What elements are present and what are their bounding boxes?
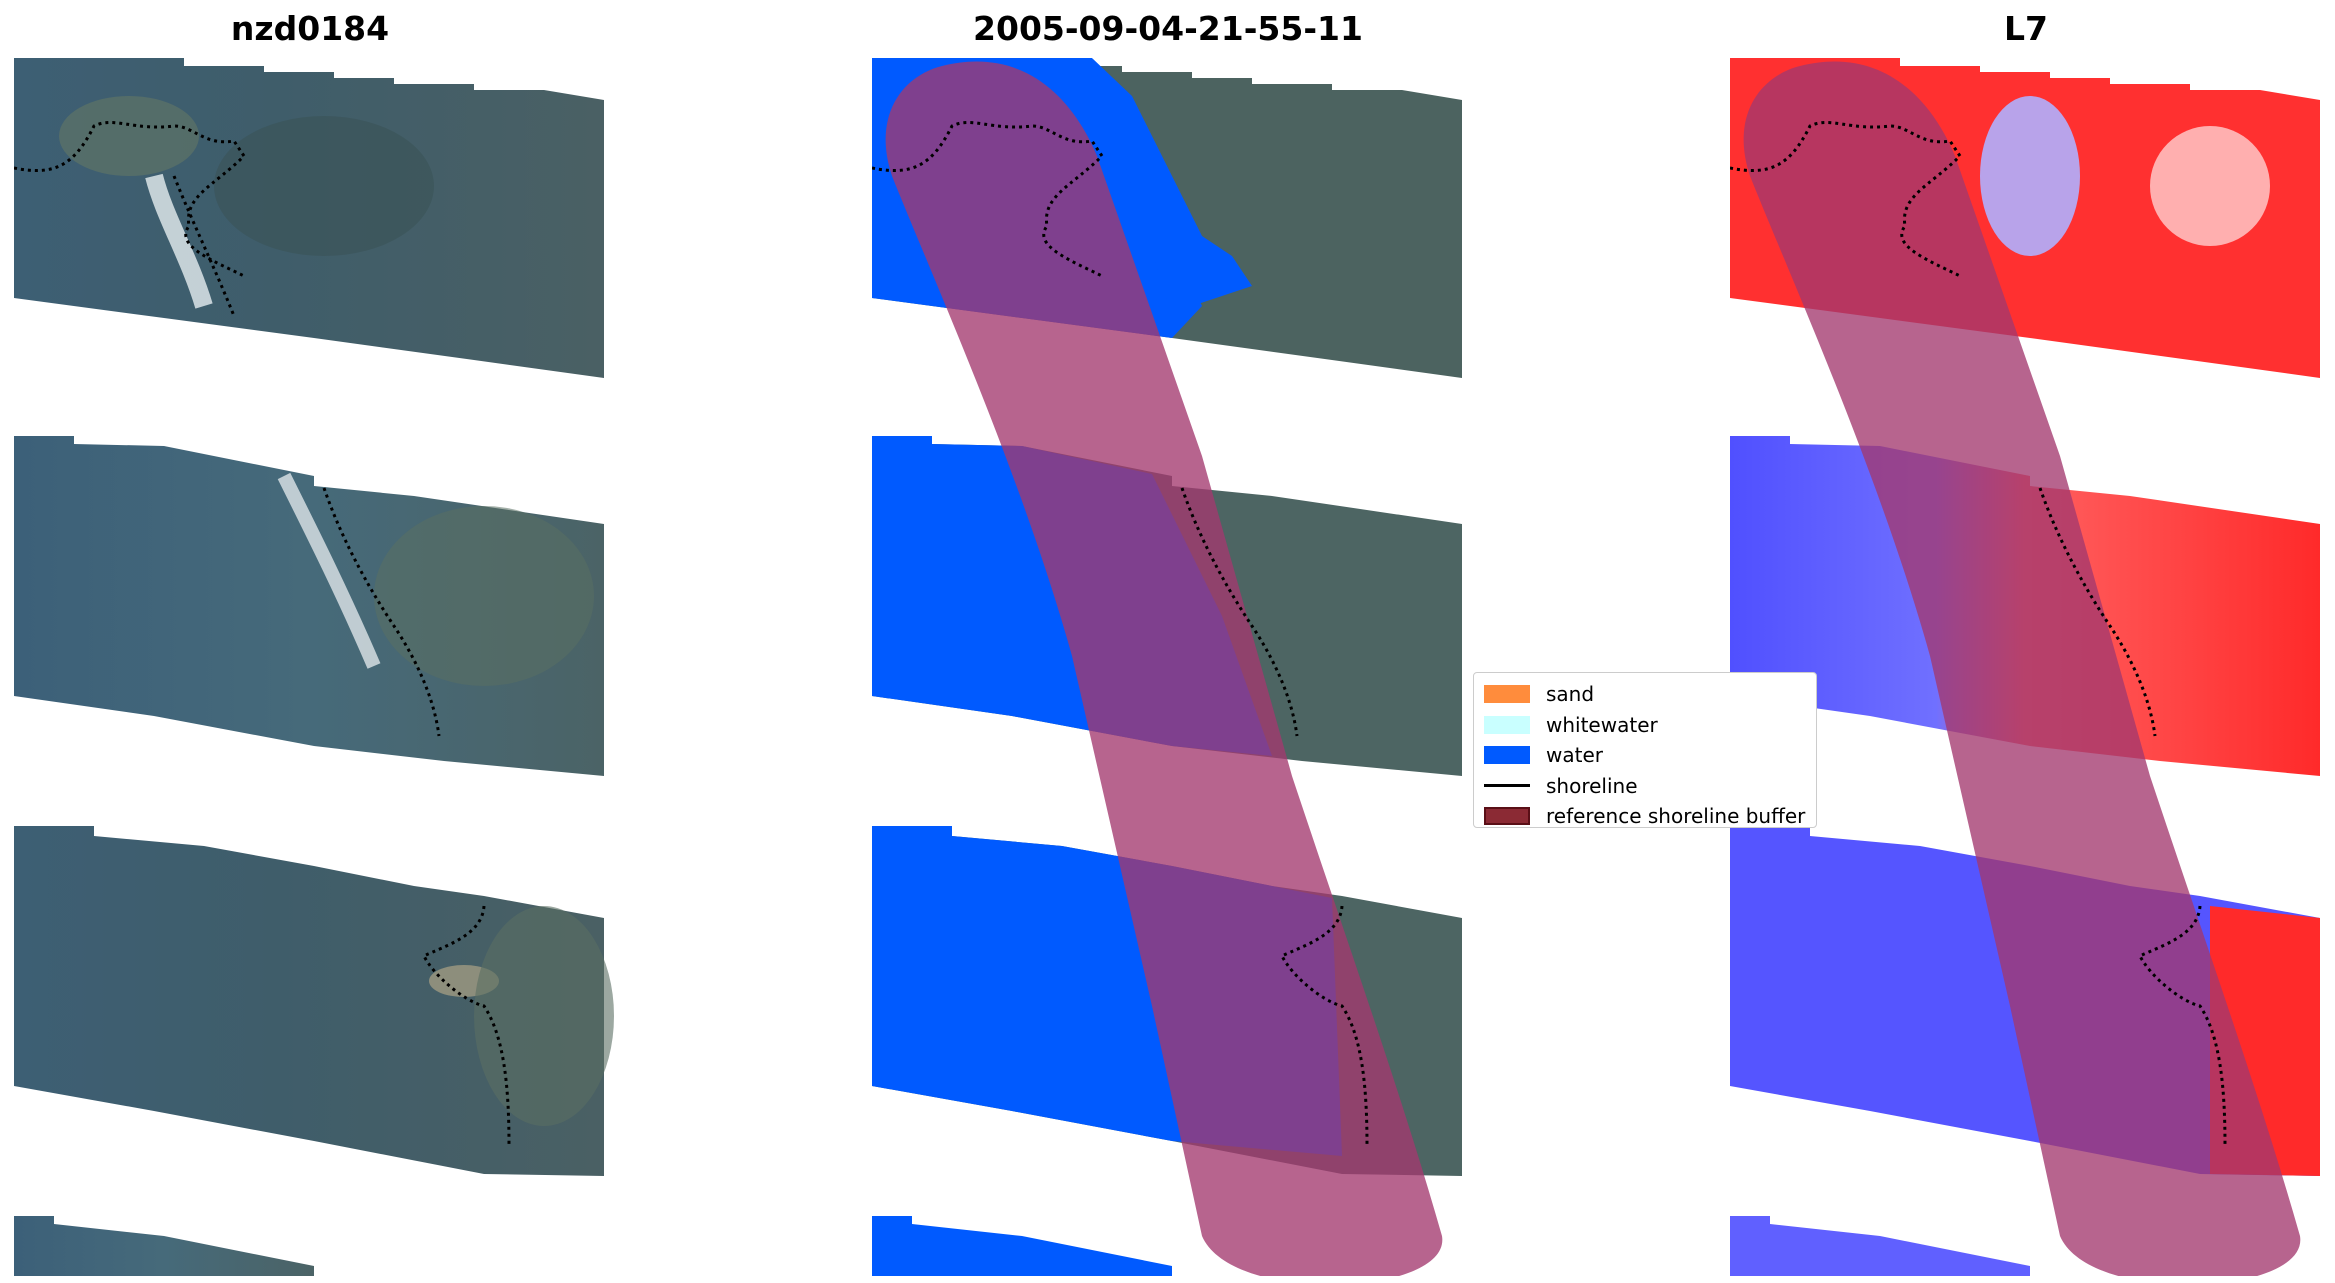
shoreline-line-swatch	[1484, 784, 1530, 788]
index-image-panel	[1730, 56, 2330, 1276]
legend-label: shoreline	[1546, 773, 1638, 798]
water-swatch	[1484, 746, 1530, 765]
rgb-image-panel	[14, 56, 614, 1276]
shoreline-line	[421, 905, 511, 1147]
reference-buffer-swatch	[1484, 807, 1530, 826]
legend-item-sand: sand	[1484, 679, 1806, 710]
legend-item-reference-buffer: reference shoreline buffer	[1484, 801, 1806, 832]
legend-item-whitewater: whitewater	[1484, 710, 1806, 741]
legend-label: sand	[1546, 682, 1595, 707]
reference-shoreline-buffer	[1743, 61, 2301, 1276]
shoreline-line	[322, 487, 441, 737]
reference-shoreline-buffer	[885, 61, 1443, 1276]
legend-label: water	[1546, 743, 1603, 768]
legend: sand whitewater water shoreline referenc…	[1473, 672, 1817, 828]
image-strip	[14, 1216, 314, 1276]
shoreline-line	[1279, 905, 1369, 1147]
panel-title-rgb: nzd0184	[230, 9, 390, 48]
legend-item-water: water	[1484, 740, 1806, 771]
panel-title-classified: 2005-09-04-21-55-11	[973, 9, 1363, 48]
sand-swatch	[1484, 685, 1530, 704]
shoreline-line	[2137, 905, 2227, 1147]
legend-label: whitewater	[1546, 712, 1658, 737]
classified-image-panel	[872, 56, 1472, 1276]
legend-label: reference shoreline buffer	[1546, 804, 1806, 829]
shoreline-line	[1180, 487, 1299, 737]
image-strip	[1730, 1216, 2030, 1276]
shoreline-line	[2038, 487, 2157, 737]
image-strip	[14, 826, 604, 1176]
shoreline-line	[172, 175, 236, 317]
legend-item-shoreline: shoreline	[1484, 771, 1806, 802]
water-mask	[1092, 58, 1252, 316]
whitewater-swatch	[1484, 715, 1530, 734]
water-mask	[872, 1216, 1172, 1276]
panel-title-index: L7	[2004, 9, 2048, 48]
